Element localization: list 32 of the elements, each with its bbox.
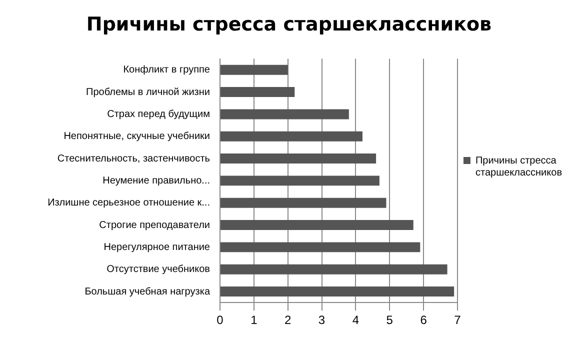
x-tick-label: 6 [420, 313, 428, 328]
x-tick-label: 1 [250, 313, 258, 328]
y-tick-label: Неумение правильно... [102, 175, 210, 186]
y-tick-label: Непонятные, скучные учебники [64, 131, 210, 142]
y-tick-label: Проблемы в личной жизни [86, 86, 210, 98]
y-tick-label: Отсутствие учебников [106, 264, 210, 276]
y-tick-label: Страх перед будущим [107, 108, 210, 120]
bar [220, 198, 386, 208]
y-tick-label: Нерегулярное питание [104, 242, 210, 253]
y-tick-label: Строгие преподаватели [99, 220, 210, 231]
bar [220, 220, 414, 230]
bar [220, 109, 349, 120]
legend-label: Причины стресса старшеклассников [475, 155, 562, 178]
bar [220, 286, 454, 297]
x-tick-label: 7 [454, 313, 462, 328]
x-tick-label: 0 [216, 313, 224, 328]
bar [220, 242, 420, 252]
bar [220, 154, 376, 164]
bar [220, 176, 380, 186]
x-tick-label: 3 [318, 313, 326, 328]
x-tick-label: 2 [284, 313, 292, 328]
y-tick-label: Излишне серьезное отношение к... [48, 198, 210, 209]
chart-title: Причины стресса старшеклассников [86, 13, 492, 36]
bar [220, 64, 288, 75]
x-tick-label: 4 [352, 313, 360, 328]
y-tick-label: Стеснительность, застенчивость [57, 153, 210, 164]
bar [220, 87, 295, 98]
bar [220, 264, 448, 274]
x-tick-label: 5 [386, 313, 394, 328]
y-tick-label: Конфликт в группе [123, 64, 210, 76]
bar [220, 131, 362, 142]
y-tick-label: Большая учебная нагрузка [84, 286, 210, 298]
